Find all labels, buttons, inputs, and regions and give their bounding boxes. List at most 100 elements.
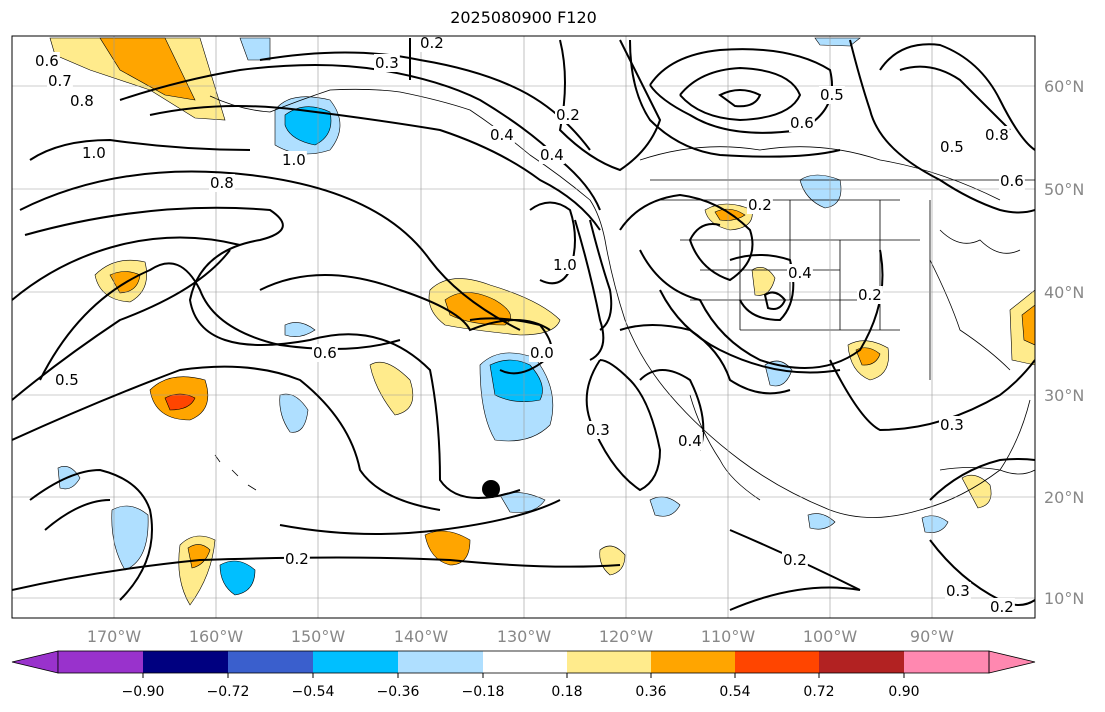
negative-anomaly-gulf-core (284, 106, 332, 146)
contour-label: 0.8 (210, 174, 234, 192)
contour-label-halo (47, 72, 73, 90)
lon-tick-label: 140°W (394, 627, 449, 646)
colorbar-tick-label: 0.54 (719, 684, 750, 700)
gridlines (12, 36, 1035, 618)
colorbar-tick-label: 0.90 (888, 684, 919, 700)
contour-label-halo (281, 151, 307, 169)
positive-anomaly-carib (961, 474, 992, 509)
contour-label-group: 0.6 0.7 0.8 1.0 0.2 0.3 1.0 0.8 1.0 0.6 … (34, 36, 1025, 616)
contour-label: 0.2 (990, 598, 1014, 616)
colorbar-segment (228, 651, 313, 673)
contour-label-halo (419, 36, 445, 52)
contour-label-halo (209, 174, 235, 192)
contour-label: 0.5 (820, 86, 844, 104)
negative-anomaly-small2 (814, 37, 861, 47)
colorbar-tick-label: −0.90 (122, 684, 165, 700)
contour-label: 0.8 (985, 126, 1009, 144)
contour-label-halo (819, 86, 845, 104)
map-panel: 0.6 0.7 0.8 1.0 0.2 0.3 1.0 0.8 1.0 0.6 … (12, 36, 1035, 618)
colorbar-tick-label: −0.72 (207, 684, 250, 700)
longitude-axis: 170°W 160°W 150°W 140°W 130°W 120°W 110°… (87, 627, 954, 646)
contour-label-halo (747, 196, 773, 214)
colorbar-ticks (142, 673, 905, 678)
colorbar-extend-low (11, 650, 59, 674)
positive-anomaly-south3 (599, 545, 626, 576)
negative-anomaly-gulf-mex (807, 513, 836, 530)
negative-anomaly-small1 (239, 37, 271, 61)
negative-anomaly-south2 (219, 560, 256, 596)
colorbar-segment (58, 651, 143, 673)
contour-label-halo (552, 256, 578, 274)
contour-label-halo (54, 371, 80, 389)
contour-label: 0.3 (940, 416, 964, 434)
lon-tick-label: 90°W (910, 627, 954, 646)
colorbar-tick-label: 0.18 (551, 684, 582, 700)
colorbar-tick-label: −0.36 (377, 684, 420, 700)
positive-anomaly-south2 (424, 530, 471, 566)
colorbar-segment (143, 651, 228, 673)
colorbar-segment (398, 651, 483, 673)
colorbar-segment (735, 651, 819, 673)
contour-label-halo (939, 416, 965, 434)
contour-label-halo (489, 126, 515, 144)
contour-label-halo (81, 144, 107, 162)
colorbar-segment (819, 651, 904, 673)
contour-label: 0.5 (940, 138, 964, 156)
negative-anomaly-carib (921, 515, 949, 533)
contour-label-halo (984, 126, 1010, 144)
lat-tick-label: 40°N (1044, 283, 1084, 302)
contour-label: 0.7 (48, 72, 72, 90)
lon-tick-label: 120°W (599, 627, 654, 646)
lat-tick-label: 20°N (1044, 488, 1084, 507)
positive-anomaly-west2-core (164, 393, 196, 411)
contour-label: 0.2 (556, 106, 580, 124)
contour-label: 0.6 (35, 52, 59, 70)
contour-label: 0.6 (313, 344, 337, 362)
lon-tick-label: 160°W (189, 627, 244, 646)
contour-label-halo (539, 146, 565, 164)
negative-anomaly-small3 (279, 393, 309, 433)
positive-anomaly-west3 (369, 361, 414, 416)
colorbar-tick-label: −0.54 (292, 684, 335, 700)
contour-label: 0.4 (678, 432, 702, 450)
contour-label-halo (789, 114, 815, 132)
lat-tick-label: 10°N (1044, 589, 1084, 608)
storm-position-dot (482, 480, 500, 498)
colorbar: −0.90 −0.72 −0.54 −0.36 −0.18 0.18 0.36 … (11, 650, 1036, 700)
colorbar-segment (313, 651, 398, 673)
contour-label: 0.2 (748, 196, 772, 214)
contour-label-halo (677, 432, 703, 450)
contour-label: 0.3 (375, 54, 399, 72)
contour-label-halo (989, 598, 1015, 616)
contour-label-halo (555, 106, 581, 124)
contour-label: 0.0 (530, 344, 554, 362)
lon-tick-label: 130°W (497, 627, 552, 646)
positive-anomaly-south1-core (187, 544, 211, 569)
lon-tick-label: 150°W (291, 627, 346, 646)
contour-label-halo (374, 54, 400, 72)
lat-tick-label: 60°N (1044, 77, 1084, 96)
colorbar-segment (483, 651, 567, 673)
map-title: 2025080900 F120 (450, 8, 597, 27)
latitude-axis: 60°N 50°N 40°N 30°N 20°N 10°N (1044, 77, 1084, 608)
contour-label: 1.0 (82, 144, 106, 162)
colorbar-segment (651, 651, 735, 673)
contour-label: 0.8 (70, 92, 94, 110)
contour-label: 0.4 (788, 264, 812, 282)
contour-label-halo (782, 551, 808, 569)
contour-label: 1.0 (282, 151, 306, 169)
contour-label-halo (529, 344, 555, 362)
anomaly-shading (49, 37, 1035, 606)
contour-label-halo (69, 92, 95, 110)
colorbar-segment (567, 651, 651, 673)
contour-label-halo (787, 264, 813, 282)
lon-tick-label: 170°W (87, 627, 142, 646)
contour-label: 0.6 (790, 114, 814, 132)
colorbar-tick-label: 0.72 (803, 684, 834, 700)
contour-label-halo (34, 52, 60, 70)
lon-tick-label: 110°W (701, 627, 756, 646)
positive-anomaly-gulfcoast-core (855, 347, 881, 366)
positive-anomaly-east (1009, 289, 1035, 366)
colorbar-extend-high (988, 650, 1036, 674)
